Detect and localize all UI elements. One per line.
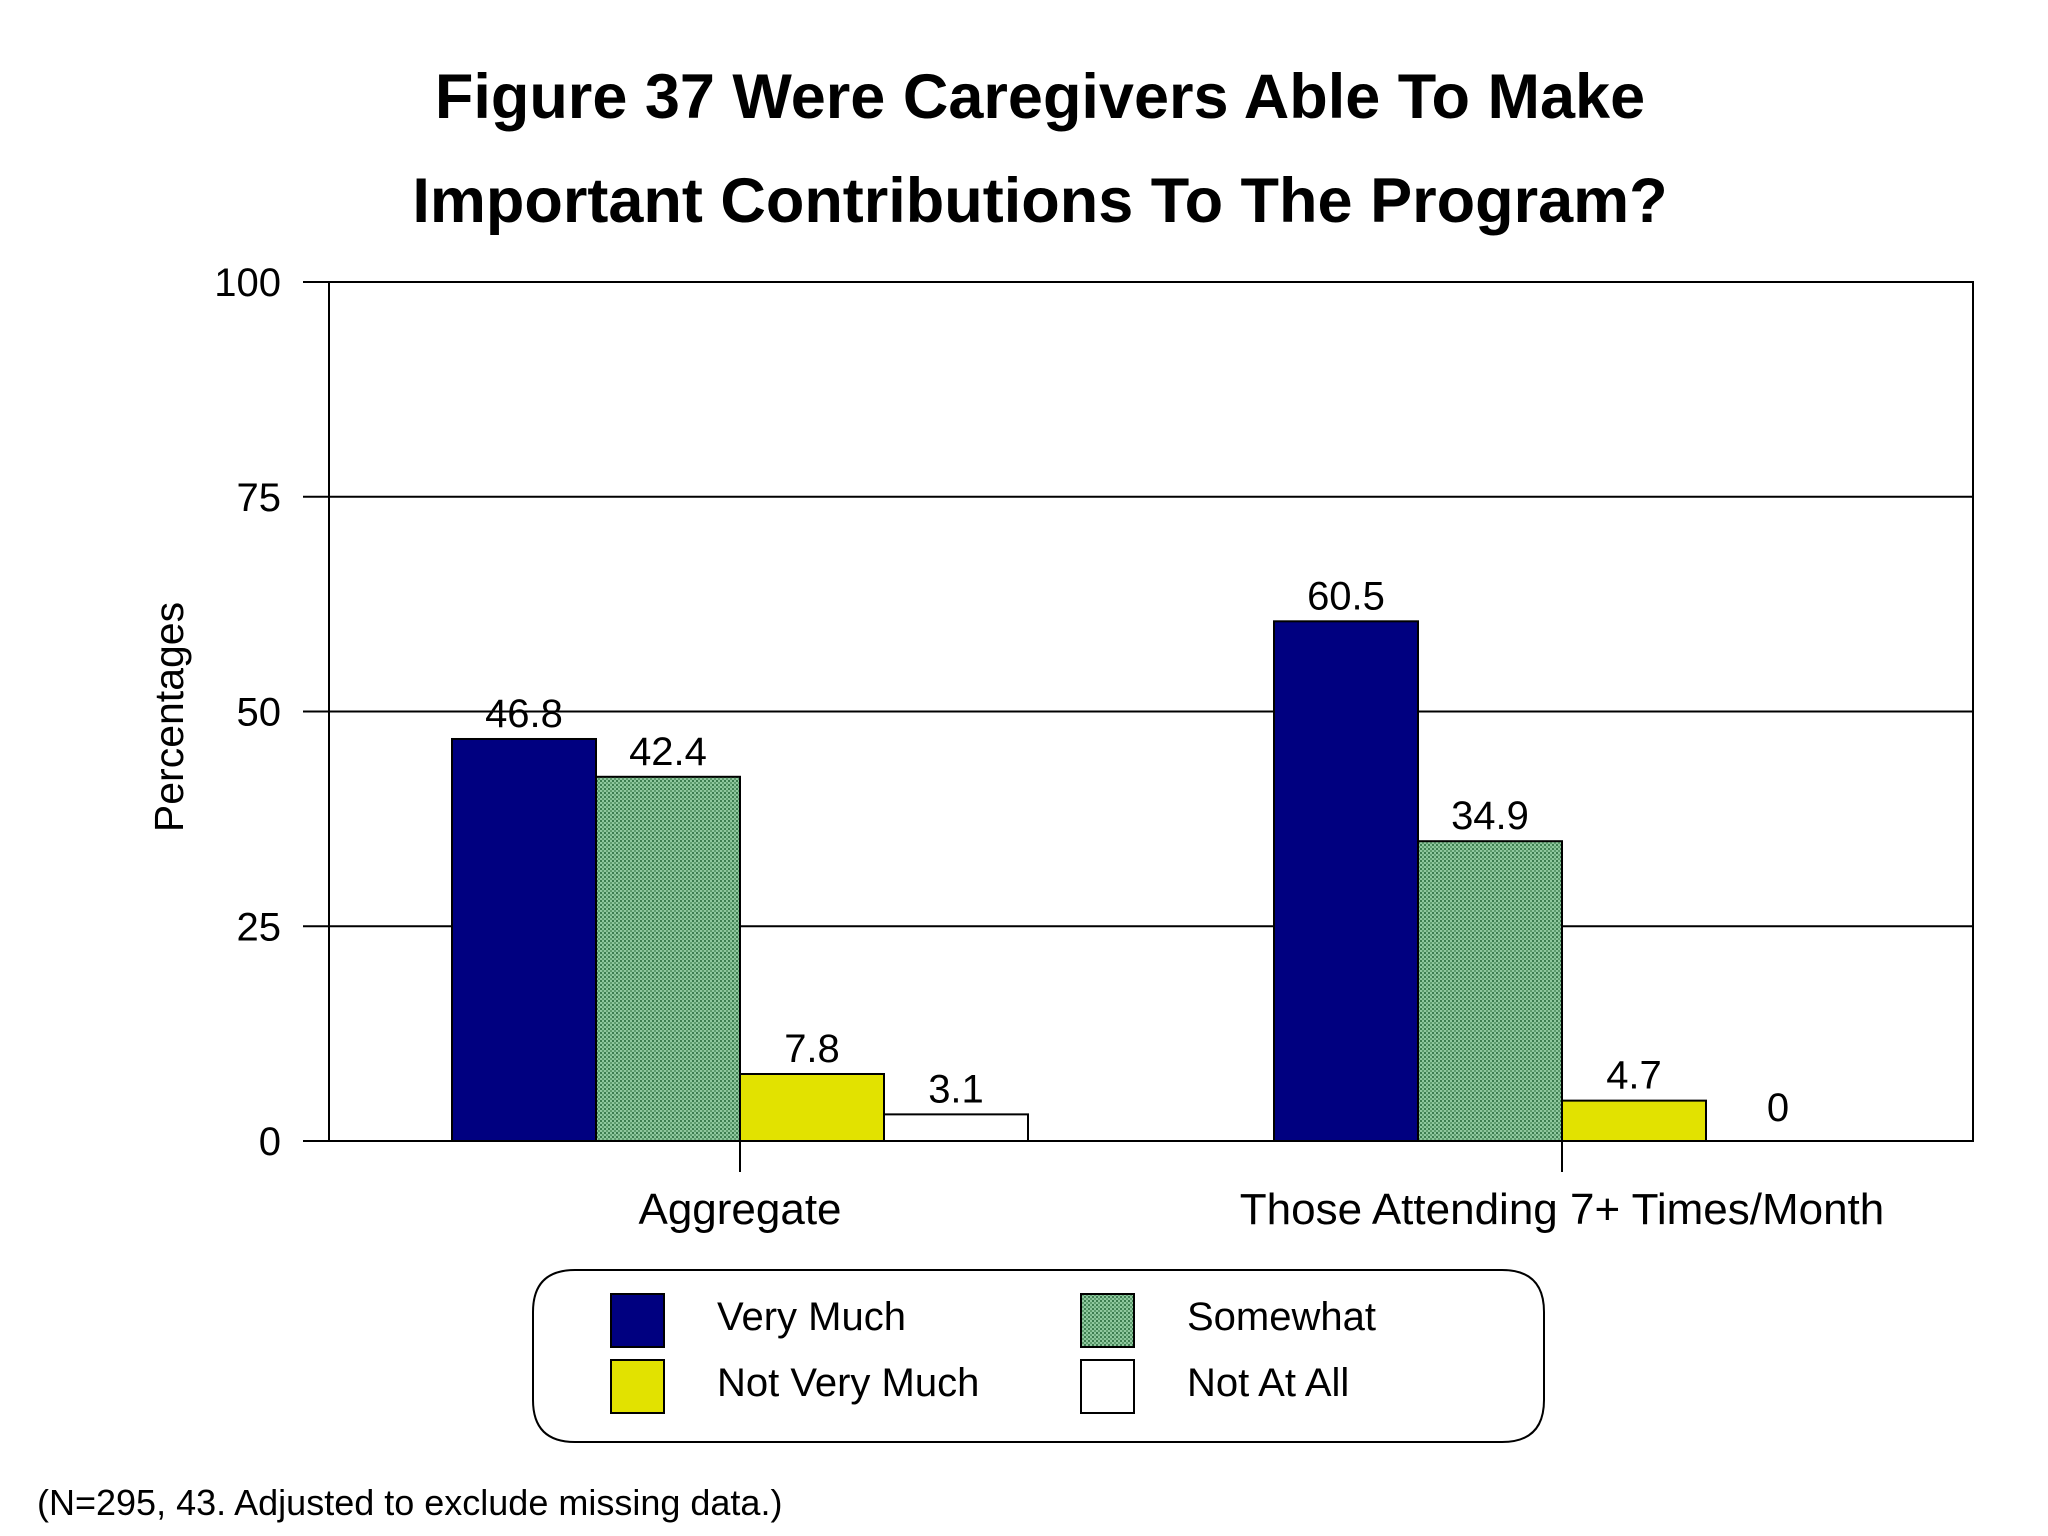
- value-label-not-at-all-those-attending-7-times-month: 0: [1767, 1086, 1789, 1130]
- y-tick-label-0: 0: [259, 1120, 281, 1164]
- value-label-somewhat-aggregate: 42.4: [629, 730, 707, 774]
- x-category-label-aggregate: Aggregate: [638, 1185, 841, 1234]
- bar-very-much-those-attending-7-times-month: [1273, 620, 1419, 1142]
- value-label-very-much-aggregate: 46.8: [485, 692, 563, 736]
- bar-very-much-aggregate: [451, 737, 597, 1142]
- chart-title-line-1: Figure 37 Were Caregivers Able To Make: [435, 62, 1645, 132]
- value-label-not-very-much-those-attending-7-times-month: 4.7: [1606, 1054, 1662, 1098]
- legend-label-somewhat: Somewhat: [1187, 1295, 1376, 1339]
- bar-not-at-all-aggregate: [883, 1113, 1029, 1142]
- value-label-not-at-all-aggregate: 3.1: [928, 1067, 984, 1111]
- legend-label-not-very-much: Not Very Much: [717, 1361, 979, 1405]
- data-labels: Aggregate 46.8 42.4 7.8 3.1 Those Attending 7…: [485, 574, 1884, 1234]
- chart-title-line-2: Important Contributions To The Program?: [412, 166, 1667, 236]
- sample-size-note: (N=295, 43. Adjusted to exclude missing …: [37, 1482, 782, 1523]
- y-tick-label-50: 50: [237, 691, 282, 735]
- bar-somewhat-those-attending-7-times-month: [1417, 840, 1563, 1142]
- bar-not-very-much-those-attending-7-times-month: [1561, 1099, 1707, 1142]
- chart-title: Figure 37 Were Caregivers Able To Make I…: [412, 62, 1667, 236]
- legend-box: [532, 1269, 1545, 1443]
- legend-label-not-at-all: Not At All: [1187, 1361, 1349, 1405]
- bar-somewhat-aggregate: [595, 775, 741, 1142]
- legend-swatch-somewhat: [1080, 1293, 1135, 1348]
- y-tick-label-75: 75: [237, 476, 282, 520]
- y-tick-label-100: 100: [214, 261, 281, 305]
- legend-swatch-not-very-much: [610, 1359, 665, 1414]
- axes: 0 25 50 75 100: [214, 261, 1973, 1172]
- y-tick-label-25: 25: [237, 905, 282, 949]
- value-label-very-much-those-attending-7-times-month: 60.5: [1307, 574, 1385, 618]
- legend-label-very-much: Very Much: [717, 1295, 906, 1339]
- x-category-label-those-attending-7-times-month: Those Attending 7+ Times/Month: [1240, 1185, 1885, 1234]
- value-label-not-very-much-aggregate: 7.8: [784, 1027, 840, 1071]
- legend-swatch-very-much: [610, 1293, 665, 1348]
- legend-swatch-not-at-all: [1080, 1359, 1135, 1414]
- bar-series: [451, 620, 1707, 1143]
- value-label-somewhat-those-attending-7-times-month: 34.9: [1451, 794, 1529, 838]
- bar-not-very-much-aggregate: [739, 1072, 885, 1143]
- y-axis-title: Percentages: [146, 602, 192, 832]
- legend: Very Much Somewhat Not Very Much Not At All: [532, 1269, 1545, 1443]
